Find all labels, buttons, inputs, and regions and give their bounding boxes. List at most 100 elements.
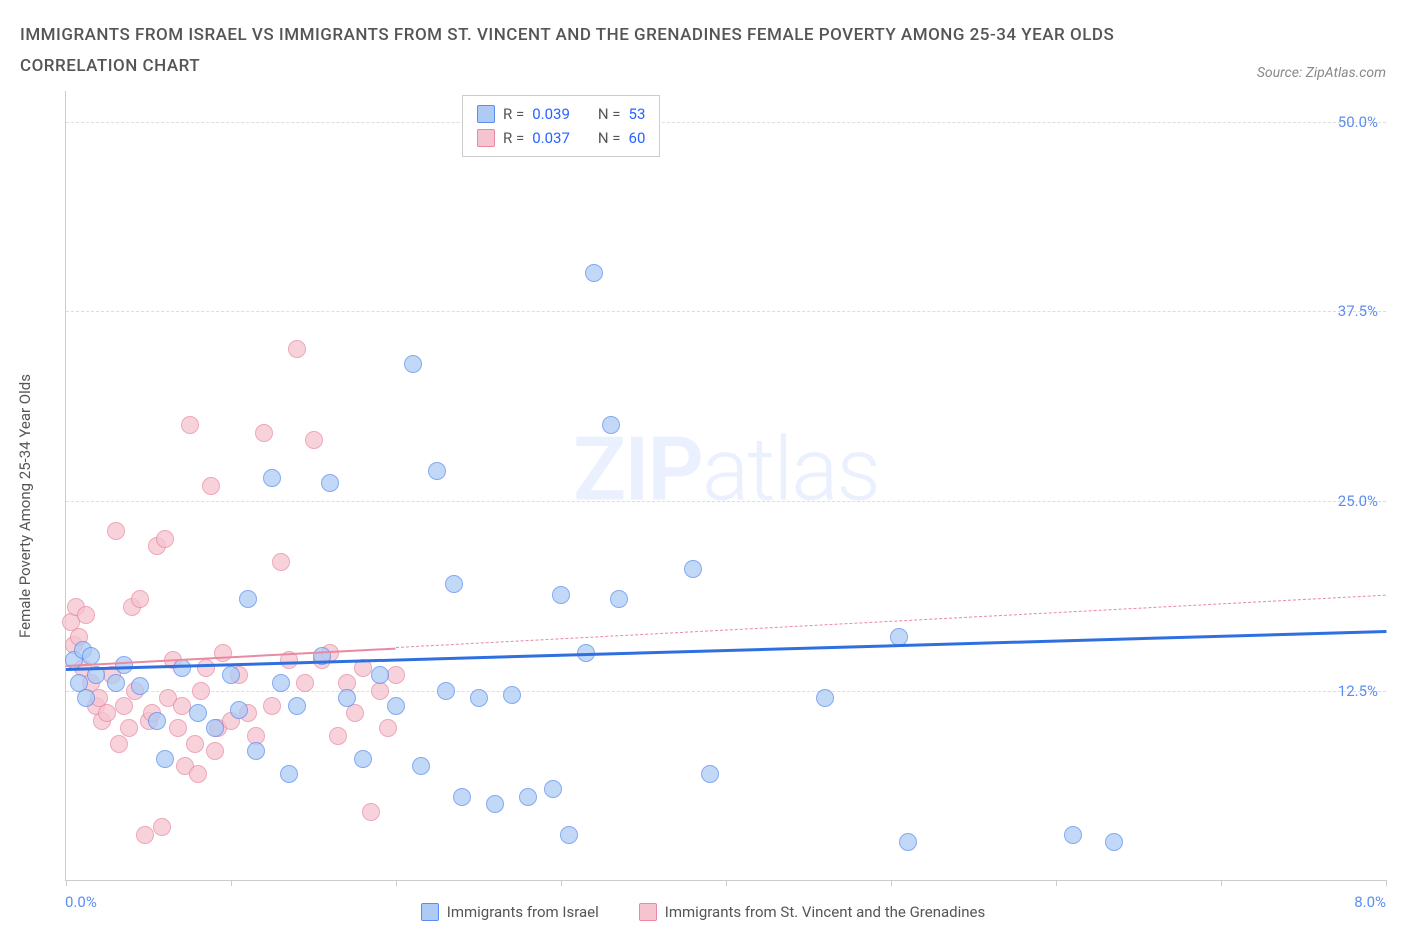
series-legend-item: Immigrants from Israel [421, 903, 599, 921]
scatter-point [239, 590, 257, 608]
scatter-point [148, 712, 166, 730]
series-legend-item: Immigrants from St. Vincent and the Gren… [639, 903, 985, 921]
scatter-point [371, 666, 389, 684]
scatter-point [98, 704, 116, 722]
scatter-point [280, 765, 298, 783]
gridline [66, 311, 1386, 312]
scatter-point [115, 697, 133, 715]
legend-swatch [639, 903, 657, 921]
scatter-point [428, 462, 446, 480]
scatter-point [181, 416, 199, 434]
scatter-point [214, 644, 232, 662]
scatter-point [136, 826, 154, 844]
scatter-point [519, 788, 537, 806]
scatter-point [362, 803, 380, 821]
scatter-point [346, 704, 364, 722]
scatter-point [120, 719, 138, 737]
y-tick-label: 25.0% [1338, 492, 1378, 510]
scatter-point [552, 586, 570, 604]
scatter-point [560, 826, 578, 844]
scatter-point [296, 674, 314, 692]
n-label: N = [598, 126, 621, 150]
scatter-point [387, 697, 405, 715]
n-value: 53 [629, 102, 646, 126]
scatter-point [437, 682, 455, 700]
scatter-point [107, 674, 125, 692]
scatter-point [255, 424, 273, 442]
scatter-point [453, 788, 471, 806]
y-tick-label: 12.5% [1338, 682, 1378, 700]
chart-container: Female Poverty Among 25-34 Year Olds ZIP… [20, 91, 1386, 921]
legend-row: R =0.037N =60 [477, 126, 645, 150]
scatter-point [354, 750, 372, 768]
scatter-point [610, 590, 628, 608]
r-value: 0.039 [532, 102, 570, 126]
scatter-point [156, 750, 174, 768]
scatter-point [189, 704, 207, 722]
scatter-point [544, 780, 562, 798]
scatter-point [305, 431, 323, 449]
scatter-point [110, 735, 128, 753]
scatter-point [173, 659, 191, 677]
x-tick-mark [66, 880, 67, 886]
y-tick-label: 37.5% [1338, 302, 1378, 320]
scatter-point [263, 469, 281, 487]
scatter-point [82, 647, 100, 665]
gridline [66, 691, 1386, 692]
scatter-point [230, 701, 248, 719]
scatter-point [153, 818, 171, 836]
scatter-point [387, 666, 405, 684]
scatter-point [173, 697, 191, 715]
r-value: 0.037 [532, 126, 570, 150]
legend-swatch [477, 129, 495, 147]
scatter-point [131, 590, 149, 608]
legend-row: R = 0.039 N = 53 [477, 102, 645, 126]
trendline [66, 630, 1386, 670]
scatter-point [585, 264, 603, 282]
gridline [66, 122, 1386, 123]
x-tick-mark [1056, 880, 1057, 886]
scatter-point [701, 765, 719, 783]
n-value: 60 [629, 126, 646, 150]
scatter-point [197, 659, 215, 677]
scatter-point [272, 674, 290, 692]
x-tick-mark [891, 880, 892, 886]
scatter-point [602, 416, 620, 434]
scatter-point [222, 666, 240, 684]
scatter-point [1105, 833, 1123, 851]
legend-box: R = 0.039 N = 53R = 0.037 N = 60 [462, 95, 660, 157]
scatter-point [412, 757, 430, 775]
x-tick-mark [396, 880, 397, 886]
watermark: ZIPatlas [573, 418, 879, 521]
scatter-point [445, 575, 463, 593]
scatter-point [288, 697, 306, 715]
series-label: Immigrants from St. Vincent and the Gren… [665, 903, 985, 921]
scatter-point [503, 686, 521, 704]
plot-area: ZIPatlas 12.5%25.0%37.5%50.0%R =0.039N =… [65, 91, 1386, 881]
n-label: N = [598, 102, 621, 126]
x-tick-mark [231, 880, 232, 886]
scatter-point [131, 677, 149, 695]
scatter-point [206, 742, 224, 760]
source-label: Source: ZipAtlas.com [1257, 65, 1386, 81]
series-label: Immigrants from Israel [447, 903, 599, 921]
scatter-point [272, 553, 290, 571]
legend-swatch [421, 903, 439, 921]
scatter-point [816, 689, 834, 707]
scatter-point [186, 735, 204, 753]
scatter-point [156, 530, 174, 548]
r-label: R = [503, 102, 524, 126]
scatter-point [329, 727, 347, 745]
scatter-point [404, 355, 422, 373]
scatter-point [470, 689, 488, 707]
legend-swatch [477, 105, 495, 123]
scatter-point [263, 697, 281, 715]
scatter-point [321, 474, 339, 492]
scatter-point [338, 689, 356, 707]
scatter-point [202, 477, 220, 495]
scatter-point [77, 689, 95, 707]
scatter-point [247, 742, 265, 760]
chart-title: IMMIGRANTS FROM ISRAEL VS IMMIGRANTS FRO… [20, 20, 1120, 81]
scatter-point [486, 795, 504, 813]
scatter-point [379, 719, 397, 737]
